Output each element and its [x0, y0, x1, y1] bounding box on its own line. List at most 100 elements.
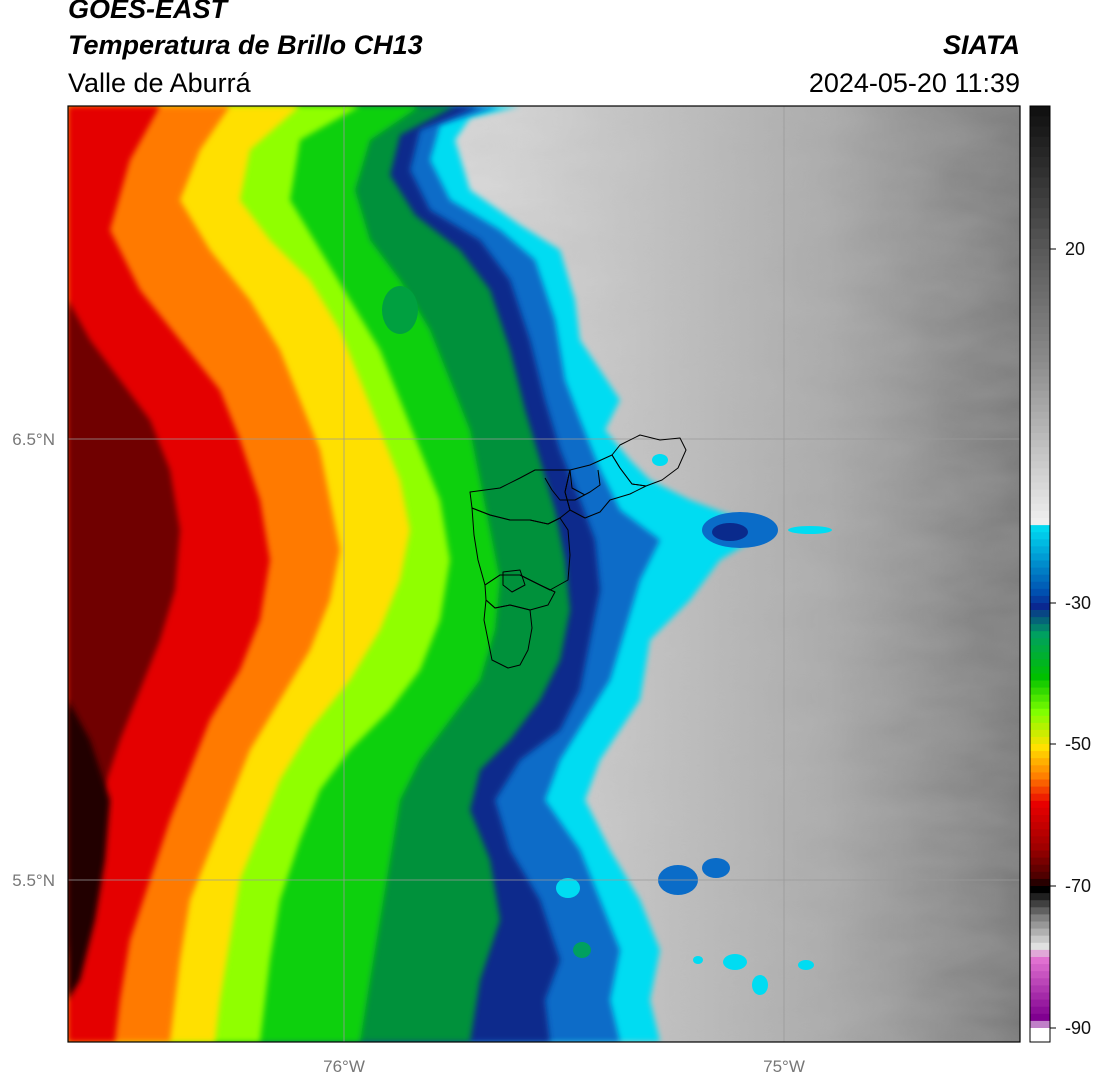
- region-subtitle: Valle de Aburrá: [68, 68, 251, 98]
- colorbar-ticks: 20 -30 -50 -70 -90: [1050, 239, 1091, 1038]
- colorbar-segment: [1030, 238, 1050, 250]
- colorbar-segment: [1030, 900, 1050, 908]
- colorbar-segment: [1030, 907, 1050, 915]
- colorbar-segment: [1030, 341, 1050, 349]
- colorbar-segment: [1030, 708, 1050, 717]
- cold-cell: [573, 942, 591, 958]
- cold-cell: [693, 956, 703, 964]
- cold-cell: [556, 878, 580, 898]
- colorbar-segment: [1030, 348, 1050, 356]
- colorbar-segment: [1030, 893, 1050, 901]
- colorbar-segment: [1030, 751, 1050, 759]
- cold-cell: [652, 454, 668, 466]
- colorbar-segment: [1030, 957, 1050, 965]
- cold-cell: [702, 858, 730, 878]
- cloud-band-darkest: [68, 700, 110, 1000]
- colorbar-segment: [1030, 631, 1050, 639]
- colorbar-segment: [1030, 886, 1050, 894]
- colorbar-segment: [1030, 978, 1050, 986]
- colorbar-segment: [1030, 850, 1050, 858]
- colorbar-segment: [1030, 581, 1050, 590]
- satellite-title: GOES-EAST: [68, 0, 228, 24]
- colorbar-segment: [1030, 687, 1050, 696]
- colorbar-segment: [1030, 701, 1050, 710]
- colorbar-segment: [1030, 871, 1050, 880]
- colorbar-segment: [1030, 411, 1050, 420]
- colorbar-segment: [1030, 1028, 1050, 1036]
- colorbar-segment: [1030, 1020, 1050, 1029]
- colorbar-segment: [1030, 256, 1050, 264]
- colorbar-segment: [1030, 935, 1050, 944]
- colorbar-segment: [1030, 914, 1050, 922]
- colorbar-segment: [1030, 298, 1050, 307]
- colorbar-segment: [1030, 525, 1050, 533]
- colorbar-segment: [1030, 836, 1050, 844]
- cold-cell: [712, 523, 748, 541]
- colorbar-segment: [1030, 489, 1050, 498]
- boundary-medellin: [471, 507, 571, 591]
- colorbar-segment: [1030, 722, 1050, 731]
- colorbar-segment: [1030, 270, 1050, 278]
- agency-label: SIATA: [943, 30, 1020, 60]
- colorbar-segment: [1030, 765, 1050, 773]
- colorbar-segment: [1030, 715, 1050, 724]
- colorbar-segment: [1030, 157, 1050, 168]
- colorbar-tick-label: 20: [1065, 239, 1085, 259]
- colorbar-segment: [1030, 418, 1050, 427]
- colorbar-segment: [1030, 426, 1050, 434]
- colorbar-segment: [1030, 404, 1050, 413]
- colorbar-segment: [1030, 376, 1050, 384]
- colorbar-segment: [1030, 362, 1050, 370]
- colorbar-segment: [1030, 1035, 1050, 1043]
- colorbar-segment: [1030, 921, 1050, 929]
- lat-tick-5-5: 5.5°N: [12, 871, 55, 890]
- cold-cell: [382, 286, 418, 334]
- cold-cell: [798, 960, 814, 970]
- colorbar-segment: [1030, 624, 1050, 632]
- cold-cell: [723, 954, 747, 970]
- lon-tick-76w: 76°W: [323, 1057, 365, 1076]
- colorbar-tick-label: -70: [1065, 876, 1091, 896]
- product-title: Temperatura de Brillo CH13: [68, 30, 423, 60]
- colorbar-segment: [1030, 532, 1050, 540]
- colorbar-segment: [1030, 177, 1050, 189]
- colorbar-segment: [1030, 284, 1050, 292]
- colorbar-segment: [1030, 228, 1050, 240]
- colorbar-segment: [1030, 518, 1050, 526]
- colorbar-segment: [1030, 829, 1050, 837]
- colorbar-segment: [1030, 567, 1050, 576]
- colorbar-segment: [1030, 793, 1050, 802]
- colorbar-segment: [1030, 146, 1050, 158]
- colorbar-segment: [1030, 971, 1050, 979]
- boundary-inner-2: [569, 469, 586, 496]
- colorbar-segment: [1030, 355, 1050, 363]
- colorbar-segment: [1030, 666, 1050, 674]
- colorbar-segment: [1030, 942, 1050, 951]
- colorbar-segment: [1030, 510, 1050, 519]
- colorbar-segment: [1030, 744, 1050, 752]
- colorbar-segment: [1030, 786, 1050, 795]
- colorbar-segment: [1030, 729, 1050, 738]
- colorbar-segment: [1030, 694, 1050, 703]
- colorbar-segment: [1030, 136, 1050, 148]
- colorbar-segment: [1030, 1006, 1050, 1015]
- colorbar-segment: [1030, 985, 1050, 993]
- datetime-label: 2024-05-20 11:39: [808, 68, 1020, 98]
- colorbar-segment: [1030, 680, 1050, 688]
- colorbar-tick-label: -90: [1065, 1018, 1091, 1038]
- colorbar-segment: [1030, 433, 1050, 441]
- colorbar-segment: [1030, 319, 1050, 328]
- colorbar-segment: [1030, 574, 1050, 583]
- colorbar-segment: [1030, 843, 1050, 851]
- colorbar-segment: [1030, 645, 1050, 653]
- colorbar-segment: [1030, 807, 1050, 816]
- colorbar-segment: [1030, 553, 1050, 561]
- colorbar-segment: [1030, 815, 1050, 823]
- colorbar-segment: [1030, 461, 1050, 469]
- lat-tick-6-5: 6.5°N: [12, 430, 55, 449]
- boundary-inner-1: [544, 469, 601, 501]
- colorbar-segment: [1030, 208, 1050, 219]
- colorbar-segment: [1030, 312, 1050, 321]
- colorbar-segment: [1030, 928, 1050, 937]
